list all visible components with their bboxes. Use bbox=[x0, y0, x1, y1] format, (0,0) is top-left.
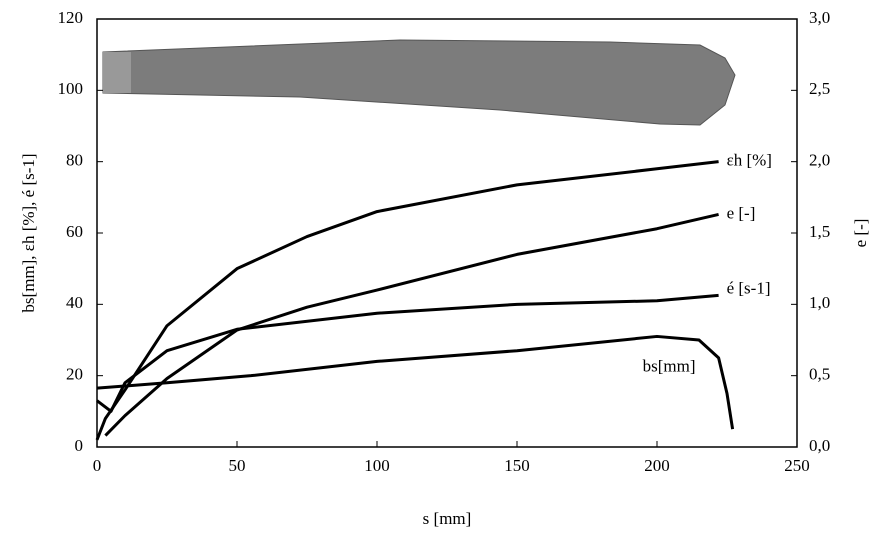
series-label: bs[mm] bbox=[643, 357, 696, 376]
y2-tick-label: 2,5 bbox=[809, 79, 830, 98]
series-line bbox=[104, 212, 719, 437]
x-tick-label: 0 bbox=[93, 456, 102, 475]
y2-tick-label: 1,5 bbox=[809, 222, 830, 241]
y2-tick-label: 1,0 bbox=[809, 293, 830, 312]
y-tick-label: 80 bbox=[66, 151, 83, 170]
y-tick-label: 20 bbox=[66, 365, 83, 384]
y2-axis-label: e [-] bbox=[851, 219, 870, 248]
y2-tick-label: 3,0 bbox=[809, 8, 830, 27]
specimen-end bbox=[103, 52, 131, 93]
y2-tick-label: 0,5 bbox=[809, 365, 830, 384]
series-label: é [s-1] bbox=[727, 278, 771, 297]
y-axis-label: bs[mm], εh [%], é [s-1] bbox=[19, 153, 38, 312]
x-tick-label: 200 bbox=[644, 456, 670, 475]
y-tick-label: 100 bbox=[58, 79, 84, 98]
specimen-image bbox=[102, 39, 736, 126]
x-tick-label: 50 bbox=[229, 456, 246, 475]
y-tick-label: 120 bbox=[58, 8, 84, 27]
x-tick-label: 100 bbox=[364, 456, 390, 475]
series-line bbox=[96, 293, 719, 413]
x-axis-label: s [mm] bbox=[423, 509, 472, 528]
y-tick-label: 0 bbox=[75, 436, 84, 455]
series-line bbox=[96, 334, 735, 430]
x-tick-label: 250 bbox=[784, 456, 810, 475]
y2-tick-label: 0,0 bbox=[809, 436, 830, 455]
y-tick-label: 60 bbox=[66, 222, 83, 241]
y2-tick-label: 2,0 bbox=[809, 151, 830, 170]
y-tick-label: 40 bbox=[66, 293, 83, 312]
x-tick-label: 150 bbox=[504, 456, 530, 475]
series-label: e [-] bbox=[727, 203, 756, 222]
series-label: εh [%] bbox=[727, 151, 772, 170]
